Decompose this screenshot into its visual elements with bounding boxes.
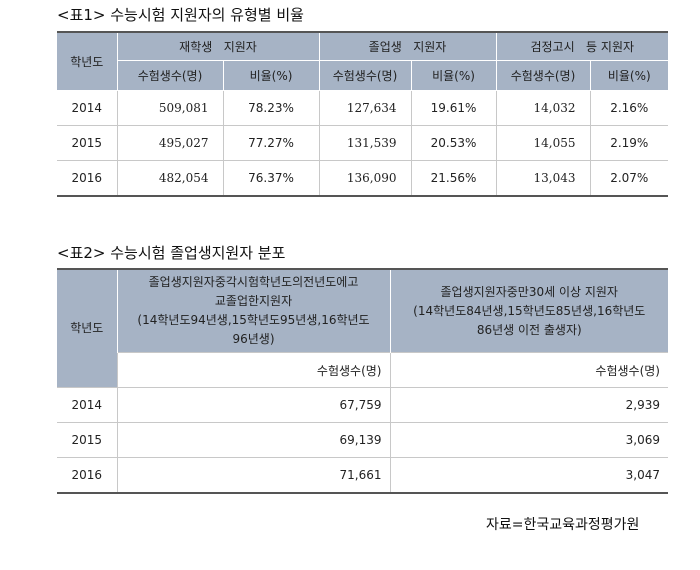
year-header: 학년도: [57, 32, 117, 91]
ratio-cell: 78.23%: [222, 90, 319, 126]
year-cell: 2015: [57, 125, 117, 161]
table2-caption: <표2> 수능시험 졸업생지원자 분포: [57, 244, 286, 262]
ratio-cell: 20.53%: [410, 125, 496, 161]
count-cell: 13,043: [495, 160, 590, 196]
count-cell: 14,055: [495, 125, 590, 161]
count-header: 수험생수(명): [318, 60, 411, 91]
table-row: 2015 69,139 3,069: [57, 422, 668, 458]
header-line: (14학년도84년생,15학년도85년생,16학년도: [413, 303, 646, 318]
year-cell: 2014: [57, 90, 117, 126]
count-cell: 495,027: [116, 125, 223, 161]
year-cell: 2016: [57, 160, 117, 196]
count-cell: 482,054: [116, 160, 223, 196]
source-note: 자료=한국교육과정평가원: [486, 517, 640, 533]
graduate-distribution-table: 학년도 졸업생지원자중각시험학년도의전년도에고 교졸업한지원자 (14학년도94…: [57, 268, 668, 494]
table-row: 2016 482,054 76.37% 136,090 21.56% 13,04…: [57, 160, 668, 196]
count-cell: 67,759: [116, 387, 390, 423]
over30-header: 졸업생지원자중만30세 이상 지원자 (14학년도84년생,15학년도85년생,…: [389, 269, 668, 353]
year-cell: 2016: [57, 457, 117, 493]
table-row: 2016 71,661 3,047: [57, 457, 668, 493]
ratio-header: 비율(%): [222, 60, 319, 91]
table1-caption: <표1> 수능시험 지원자의 유형별 비율: [57, 6, 304, 24]
table-row: 2015 495,027 77.27% 131,539 20.53% 14,05…: [57, 125, 668, 161]
count-cell: 14,032: [495, 90, 590, 126]
year-cell: 2014: [57, 387, 117, 423]
ratio-cell: 2.16%: [589, 90, 668, 126]
recent-graduate-header: 졸업생지원자중각시험학년도의전년도에고 교졸업한지원자 (14학년도94년생,1…: [116, 269, 390, 353]
ratio-cell: 2.07%: [589, 160, 668, 196]
ratio-cell: 2.19%: [589, 125, 668, 161]
header-line: 교졸업한지원자: [214, 294, 293, 308]
count-cell: 509,081: [116, 90, 223, 126]
ratio-header: 비율(%): [410, 60, 496, 91]
table-row: 2014 509,081 78.23% 127,634 19.61% 14,03…: [57, 90, 668, 126]
graduate-group-header: 졸업생 지원자: [318, 32, 496, 61]
year-header: 학년도: [57, 269, 117, 388]
unit-label: 수험생수(명): [389, 352, 668, 388]
count-cell: 131,539: [318, 125, 411, 161]
enrolled-group-header: 재학생 지원자: [116, 32, 319, 61]
ratio-cell: 77.27%: [222, 125, 319, 161]
ratio-header: 비율(%): [589, 60, 668, 91]
count-header: 수험생수(명): [116, 60, 223, 91]
count-header: 수험생수(명): [495, 60, 590, 91]
ged-group-header: 검정고시 등 지원자: [495, 32, 668, 61]
ratio-cell: 21.56%: [410, 160, 496, 196]
count-cell: 3,069: [389, 422, 668, 458]
header-line: 졸업생지원자중각시험학년도의전년도에고: [148, 275, 359, 289]
year-cell: 2015: [57, 422, 117, 458]
count-cell: 127,634: [318, 90, 411, 126]
ratio-cell: 19.61%: [410, 90, 496, 126]
header-line: 86년생 이전 출생자): [476, 322, 582, 337]
count-cell: 71,661: [116, 457, 390, 493]
ratio-cell: 76.37%: [222, 160, 319, 196]
header-line: (14학년도94년생,15학년도95년생,16학년도: [137, 313, 370, 327]
count-cell: 69,139: [116, 422, 390, 458]
header-line: 졸업생지원자중만30세 이상 지원자: [440, 284, 618, 299]
unit-label: 수험생수(명): [116, 352, 390, 388]
table-row: 2014 67,759 2,939: [57, 387, 668, 423]
count-cell: 3,047: [389, 457, 668, 493]
count-cell: 136,090: [318, 160, 411, 196]
applicant-type-table: 학년도 재학생 지원자 졸업생 지원자 검정고시 등 지원자 수험생수(명) 비…: [57, 31, 668, 197]
count-cell: 2,939: [389, 387, 668, 423]
header-line: 96년생): [232, 332, 275, 346]
